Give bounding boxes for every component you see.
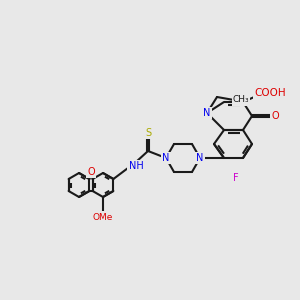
Text: O: O xyxy=(271,111,279,121)
Text: O: O xyxy=(87,167,95,177)
Text: N: N xyxy=(203,108,211,118)
Text: N: N xyxy=(196,153,204,163)
Text: OMe: OMe xyxy=(93,212,113,221)
Text: F: F xyxy=(233,173,239,183)
Text: NH: NH xyxy=(129,161,143,171)
Text: S: S xyxy=(145,128,151,138)
Text: N: N xyxy=(162,153,170,163)
Text: CH₃: CH₃ xyxy=(233,95,249,104)
Text: COOH: COOH xyxy=(254,88,286,98)
